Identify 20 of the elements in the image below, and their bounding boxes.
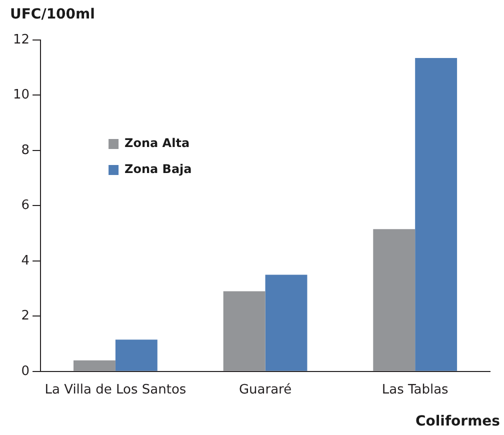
y-tick-label: 8 xyxy=(21,142,30,158)
legend-label: Zona Alta xyxy=(124,136,190,150)
y-tick-label: 2 xyxy=(21,308,30,324)
bar xyxy=(373,229,416,371)
y-axis-title: UFC/100ml xyxy=(10,6,95,23)
y-tick-label: 10 xyxy=(12,88,30,103)
legend-label: Zona Baja xyxy=(124,162,192,176)
y-tick-label: 0 xyxy=(21,364,30,379)
x-tick-label: La Villa de Los Santos xyxy=(44,382,186,398)
bar xyxy=(265,274,308,371)
bar xyxy=(115,340,158,371)
x-axis-title: Coliformes xyxy=(415,414,500,430)
x-tick-label: Las Tablas xyxy=(382,382,449,398)
bar xyxy=(415,58,458,371)
y-tick-label: 4 xyxy=(21,253,30,268)
bar xyxy=(74,360,116,371)
y-tick-label: 6 xyxy=(21,198,30,214)
y-tick-label: 12 xyxy=(12,32,30,48)
x-tick-label: Guararé xyxy=(238,382,292,398)
bar xyxy=(223,291,266,371)
